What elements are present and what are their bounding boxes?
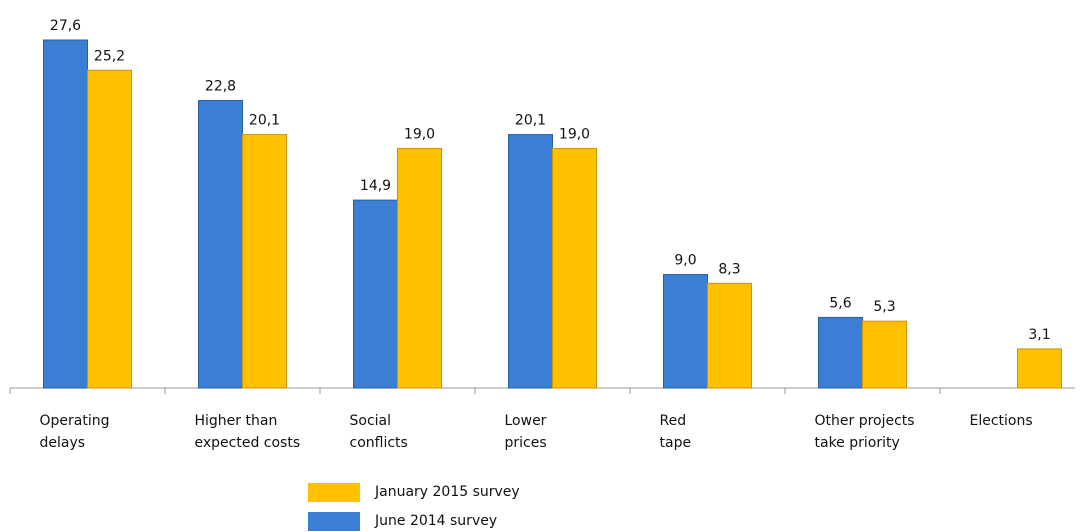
bar [818,316,863,389]
x-tick-label: Red tape [659,413,692,451]
bar [552,147,597,389]
bar [508,134,553,389]
value-label: 20,1 [249,113,280,129]
bar [707,282,752,389]
bar [353,199,398,389]
value-label: 19,0 [404,126,435,142]
legend-label: June 2014 survey [375,513,498,529]
value-label: 20,1 [515,113,546,129]
legend-swatch [308,512,360,531]
legend-swatch [308,483,360,502]
x-tick-label: Lower prices [504,413,547,451]
bar [1017,348,1062,389]
value-label: 19,0 [559,126,590,142]
x-tick-label: Operating delays [39,413,110,451]
bar [43,39,88,389]
value-label: 3,1 [1028,327,1050,343]
value-label: 25,2 [94,48,125,64]
bar [397,147,442,389]
x-tick-label: Social conflicts [349,413,408,451]
value-label: 9,0 [674,253,696,269]
bar [87,69,132,389]
value-label: 22,8 [205,79,236,95]
bar [242,134,287,389]
bar [198,100,243,389]
value-label: 5,3 [873,299,895,315]
bar [663,274,708,389]
value-label: 27,6 [50,18,81,34]
x-tick-label: Other projects take priority [814,413,915,451]
legend-label: January 2015 survey [375,484,520,500]
x-tick-label: Higher than expected costs [194,413,301,451]
x-tick-label: Elections [969,413,1033,429]
value-label: 5,6 [829,295,851,311]
bar [862,320,907,389]
value-label: 8,3 [718,261,740,277]
value-label: 14,9 [360,178,391,194]
